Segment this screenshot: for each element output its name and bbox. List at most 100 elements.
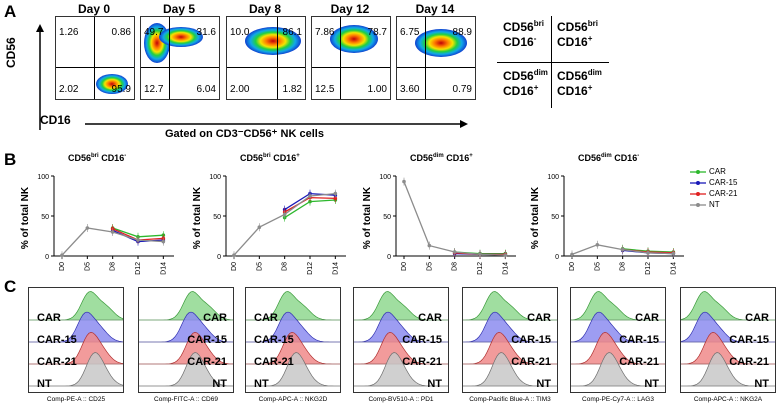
data-point xyxy=(478,252,482,257)
y-tick-label: 50 xyxy=(383,214,391,221)
data-point xyxy=(402,179,406,184)
data-point xyxy=(60,253,64,257)
legend-label: NT xyxy=(709,200,720,209)
line-chart: % of total NK 0 50 100 D0 D5 D8 D12 D14 xyxy=(362,174,516,275)
histogram-label: NT xyxy=(254,378,269,390)
y-tick-label: 50 xyxy=(41,214,49,221)
x-tick-label: D8 xyxy=(110,262,117,271)
data-point xyxy=(257,225,262,229)
chart-legend: CAR CAR-15 CAR-21 NT xyxy=(690,166,737,210)
y-tick-label: 100 xyxy=(209,174,221,181)
x-tick-label: D12 xyxy=(477,262,484,275)
cd56-axis-arrow xyxy=(36,24,44,130)
histogram-label: CAR xyxy=(745,312,769,324)
marker-axis-label: Comp-APC-A :: NKG2A xyxy=(693,396,763,403)
day-title: Day 14 xyxy=(415,2,455,16)
density-blob xyxy=(415,29,467,57)
y-tick-label: 0 xyxy=(217,254,221,261)
quadrant-value: 1.82 xyxy=(282,84,302,95)
data-point xyxy=(136,238,140,242)
flow-plot: 49.7 31.6 12.7 6.04 xyxy=(140,16,220,100)
data-point xyxy=(671,251,676,256)
panel-a-label: A xyxy=(4,2,17,21)
quadrant-vline xyxy=(425,17,426,99)
quadrant-value: 0.86 xyxy=(111,27,131,38)
quadrant-value: 49.7 xyxy=(144,27,164,38)
chart-title: CD56bri CD16- xyxy=(68,153,127,163)
histogram-panel: CAR CAR-15 CAR-21 NT xyxy=(353,287,449,393)
x-tick-label: D5 xyxy=(84,262,91,271)
x-tick-label: D0 xyxy=(231,262,238,271)
marker-axis-label: Comp-BV510-A :: PD1 xyxy=(368,396,434,403)
series-line-nt xyxy=(403,181,506,256)
quadrant-value: 1.00 xyxy=(367,84,387,95)
quadrant-value: 31.6 xyxy=(196,27,216,38)
flow-plot: 1.26 0.86 2.02 95.9 xyxy=(55,16,135,100)
density-blob xyxy=(159,27,203,47)
quadrant-value: 12.7 xyxy=(144,84,164,95)
histogram-label: CAR-21 xyxy=(187,356,227,368)
histogram-label: CAR-21 xyxy=(254,356,294,368)
histogram-label: CAR-21 xyxy=(37,356,77,368)
x-tick-label: D0 xyxy=(59,262,66,271)
histogram-label: NT xyxy=(536,378,551,390)
quadrant-value: 1.26 xyxy=(59,27,79,38)
chart-title: CD56dim CD16- xyxy=(578,153,640,163)
flow-plot: 7.86 78.7 12.5 1.00 xyxy=(311,16,391,100)
cd16-axis-arrow xyxy=(85,120,468,128)
quadrant-hline xyxy=(312,67,390,68)
x-tick-label: D14 xyxy=(502,262,509,275)
data-point xyxy=(427,243,432,248)
quadrant-vline xyxy=(340,17,341,99)
quadrant-value: 12.5 xyxy=(315,84,335,95)
x-tick-label: D5 xyxy=(426,262,433,271)
histogram-label: CAR-21 xyxy=(402,356,442,368)
quadrant-value: 86.1 xyxy=(282,27,302,38)
y-tick-label: 0 xyxy=(555,254,559,261)
data-point xyxy=(570,252,574,257)
quadrant-value: 78.7 xyxy=(367,27,387,38)
x-tick-label: D5 xyxy=(256,262,263,271)
data-point xyxy=(85,226,90,230)
quadrant-value: 88.9 xyxy=(452,27,472,38)
legend-label: CAR xyxy=(709,167,726,176)
legend-label: CAR-21 xyxy=(709,189,738,198)
data-point xyxy=(282,212,287,217)
quadrant-vline xyxy=(277,17,278,99)
legend-item: CAR-15 xyxy=(690,177,737,188)
y-tick-label: 50 xyxy=(213,214,221,221)
histogram-label: CAR xyxy=(37,312,61,324)
histogram-label: CAR-15 xyxy=(402,334,442,346)
x-tick-label: D12 xyxy=(307,262,314,275)
quadrant-value: 0.79 xyxy=(452,84,472,95)
x-tick-label: D14 xyxy=(160,262,167,275)
histogram-label: CAR xyxy=(527,312,551,324)
histogram-label: CAR-15 xyxy=(619,334,659,346)
histogram-label: CAR-15 xyxy=(729,334,769,346)
y-tick-label: 100 xyxy=(37,174,49,181)
day-title: Day 8 xyxy=(248,2,282,16)
histogram-panel: CAR CAR-15 CAR-21 NT xyxy=(138,287,234,393)
histogram-label: CAR-21 xyxy=(511,356,551,368)
x-tick-label: D0 xyxy=(401,262,408,271)
line-chart: % of total NK 0 50 100 D0 D5 D8 D12 D14 xyxy=(530,174,684,275)
density-blob xyxy=(245,27,301,55)
x-tick-label: D12 xyxy=(645,262,652,275)
quadrant-hline xyxy=(397,67,475,68)
legend-item: CAR-21 xyxy=(690,188,737,199)
histogram-label: CAR xyxy=(203,312,227,324)
x-tick-label: D5 xyxy=(594,262,601,271)
histogram-label: CAR xyxy=(418,312,442,324)
quadrant-vline xyxy=(169,17,170,99)
data-point xyxy=(646,251,650,255)
data-point xyxy=(452,250,457,254)
quadrant-vline xyxy=(94,17,95,99)
x-tick-label: D8 xyxy=(282,262,289,271)
data-point xyxy=(161,239,166,244)
day-title: Day 12 xyxy=(330,2,370,16)
histogram-label: NT xyxy=(644,378,659,390)
marker-axis-label: Comp-APC-A :: NKG2D xyxy=(258,396,328,403)
data-point xyxy=(110,230,115,234)
day-title: Day 0 xyxy=(77,2,111,16)
marker-axis-label: Comp-Pacific Blue-A :: TIM3 xyxy=(469,396,551,403)
